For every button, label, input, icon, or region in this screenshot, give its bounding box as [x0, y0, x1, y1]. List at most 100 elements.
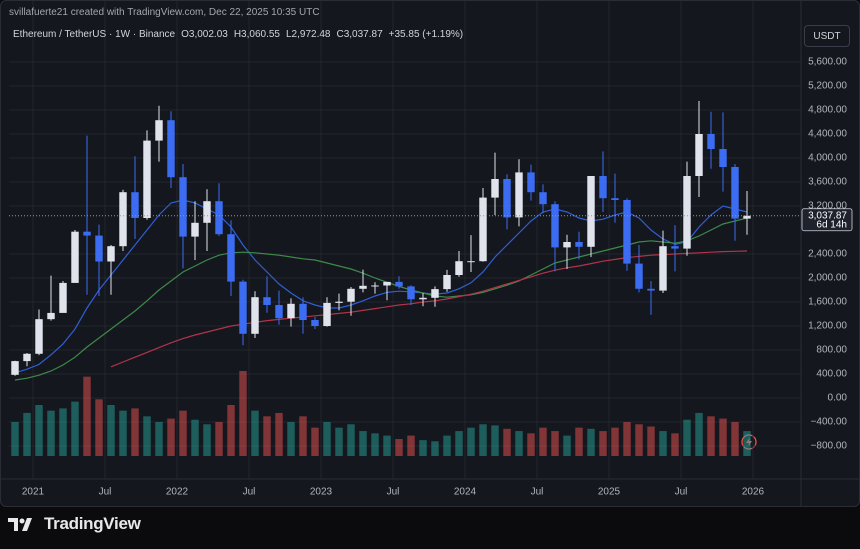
volume-bar	[395, 439, 403, 456]
volume-bar	[191, 419, 199, 456]
volume-bar	[179, 410, 187, 456]
y-tick-label: −400.00	[811, 417, 848, 428]
candle-body	[359, 285, 367, 289]
candle-body	[35, 319, 43, 354]
chart-panel: 5,600.00 5,200.00 4,800.00 4,400.00 4,000.00…	[0, 0, 860, 507]
candle-body	[71, 231, 79, 283]
candle-body	[443, 275, 451, 290]
logo-part	[22, 518, 32, 531]
x-tick-label: 2023	[310, 487, 333, 498]
candle-body	[299, 303, 307, 320]
candle-body	[383, 281, 391, 286]
ohlc-open: O3,002.03	[181, 29, 228, 40]
volume-bar	[515, 431, 523, 456]
volume-bar	[407, 435, 415, 456]
volume-bar	[71, 401, 79, 456]
volume-bar	[323, 422, 331, 456]
volume-bar	[743, 431, 751, 456]
x-tick-label: 2022	[166, 487, 189, 498]
volume-bar	[503, 428, 511, 456]
candle-body	[587, 176, 595, 247]
volume-bar	[443, 435, 451, 456]
legend: Ethereum / TetherUS · 1W · Binance O3,00…	[13, 29, 463, 40]
x-tick-label: 2025	[598, 487, 621, 498]
chart: 5,600.00 5,200.00 4,800.00 4,400.00 4,000.00…	[1, 1, 859, 506]
candle-body	[707, 134, 715, 149]
volume-bar	[479, 424, 487, 456]
y-tick-label: 4,400.00	[808, 129, 847, 140]
volume-bar	[659, 431, 667, 456]
volume-bar	[707, 416, 715, 456]
candle-body	[323, 302, 331, 326]
volume-bar	[107, 405, 115, 456]
volume-bar	[635, 424, 643, 456]
volume-bar	[275, 412, 283, 456]
candle-body	[407, 286, 415, 300]
volume-bar	[119, 410, 127, 456]
candle-body	[647, 288, 655, 291]
candle-body	[83, 231, 91, 236]
y-tick-label: 1,200.00	[808, 321, 847, 332]
x-tick-label: Jul	[243, 487, 256, 498]
candle-body	[743, 215, 751, 219]
x-tick-label: Jul	[531, 487, 544, 498]
volume-bar	[695, 412, 703, 456]
symbol: Ethereum / TetherUS · 1W · Binance	[13, 29, 176, 40]
volume-bar	[263, 416, 271, 456]
volume-bar	[575, 427, 583, 456]
candle-body	[671, 246, 679, 249]
candle-body	[287, 303, 295, 319]
candle-body	[227, 234, 235, 282]
x-tick-label: 2026	[742, 487, 765, 498]
y-tick-label: 4,800.00	[808, 105, 847, 116]
price-label-box	[801, 208, 853, 232]
y-tick-label: 800.00	[816, 345, 847, 356]
brand-name: TradingView	[44, 514, 141, 533]
candle-body	[143, 140, 151, 218]
volume-bar	[335, 427, 343, 456]
candle-body	[215, 201, 223, 235]
grid	[9, 1, 801, 479]
volume-bar	[143, 416, 151, 456]
candle-body	[611, 198, 619, 200]
price-label: 3,037.87	[808, 210, 847, 221]
volume-bar	[95, 399, 103, 456]
candle-body	[131, 192, 139, 218]
candle-body	[539, 192, 547, 205]
candle-body	[335, 301, 343, 303]
candle-body	[203, 201, 211, 223]
logo-part	[8, 518, 18, 531]
candle-body	[551, 204, 559, 248]
candle-body	[695, 134, 703, 176]
x-tick-label: 2024	[454, 487, 477, 498]
candle-body	[59, 282, 67, 313]
volume-bar	[563, 435, 571, 456]
volume-bar	[419, 440, 427, 456]
volume-bar	[683, 419, 691, 456]
volume-bar	[311, 427, 319, 456]
volume-bar	[239, 371, 247, 456]
ohlc-close: C3,037.87	[336, 29, 383, 40]
candle-body	[683, 176, 691, 249]
volume-bar	[731, 422, 739, 456]
volume-bar	[587, 428, 595, 456]
volume-bar	[167, 418, 175, 456]
volume-bar	[11, 422, 19, 456]
candle-body	[599, 176, 607, 199]
countdown: 6d 14h	[816, 219, 847, 230]
y-tick-label: 3,600.00	[808, 177, 847, 188]
volume-bar	[347, 424, 355, 456]
candle-body	[431, 289, 439, 298]
x-tick-label: Jul	[675, 487, 688, 498]
volume-bar	[527, 433, 535, 456]
volume-bar	[383, 435, 391, 456]
candle-body	[251, 297, 259, 334]
currency-button[interactable]: USDT	[804, 25, 850, 47]
volume-bar	[35, 405, 43, 456]
y-tick-label: 0.00	[828, 393, 848, 404]
ohlc-low: L2,972.48	[285, 29, 331, 40]
volume-bar	[647, 426, 655, 456]
volume-bar	[203, 424, 211, 456]
candle-body	[635, 263, 643, 289]
